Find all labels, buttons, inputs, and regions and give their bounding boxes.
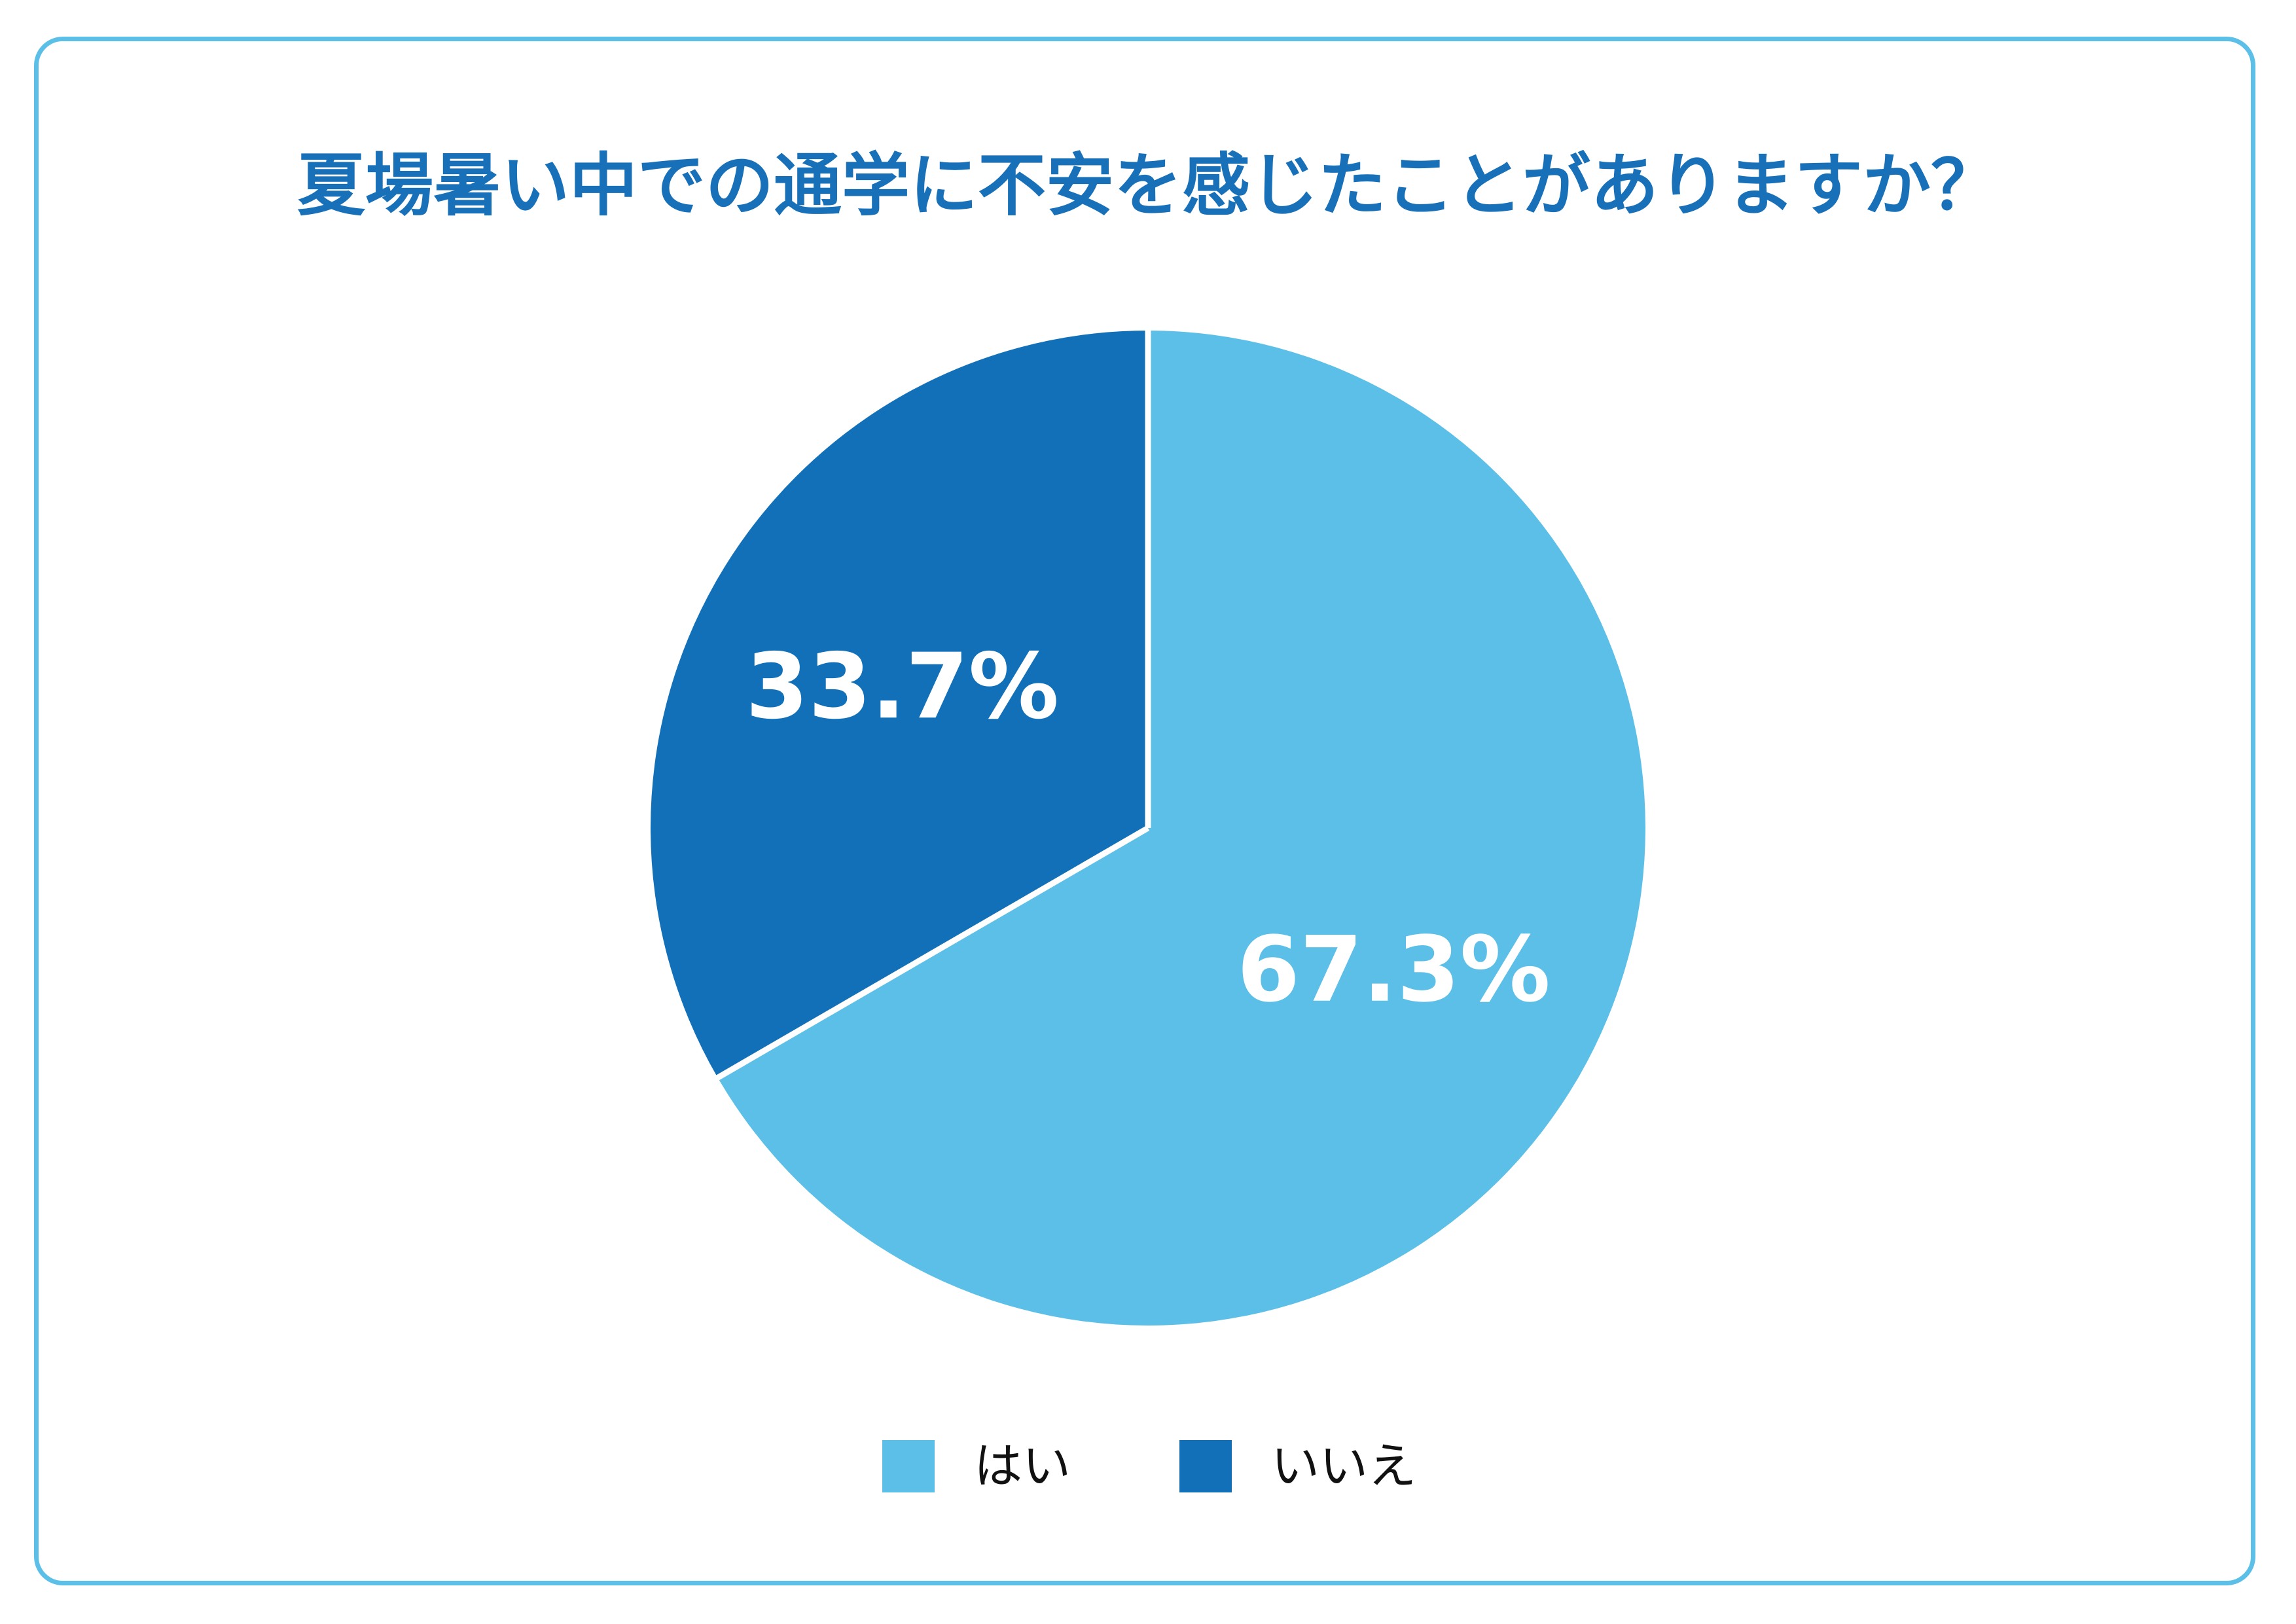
slice-separator [713, 825, 1150, 1082]
data-label-no: 33.7% [745, 634, 1059, 739]
legend-item-yes: はい [882, 1439, 1071, 1494]
legend-item-no: いいえ [1179, 1439, 1416, 1494]
legend-label-no: いいえ [1271, 1438, 1416, 1494]
legend-swatch-yes [882, 1440, 935, 1492]
legend-label-yes: はい [974, 1438, 1071, 1494]
pie-slice-no [651, 331, 1148, 1078]
chart-title: 夏場暑い中での通学に不安を感じたことがありますか？ [296, 145, 1999, 225]
legend-swatch-no [1179, 1440, 1232, 1492]
data-label-yes: 67.3% [1237, 917, 1551, 1022]
pie-slice-yes [717, 331, 1645, 1326]
